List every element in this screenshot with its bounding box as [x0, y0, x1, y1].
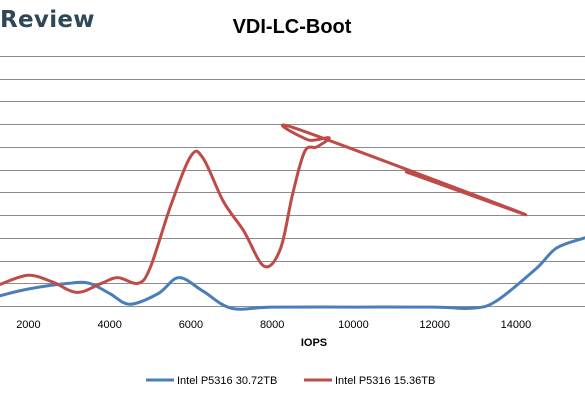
gridlines: [0, 56, 585, 307]
legend-label: Intel P5316 30.72TB: [177, 375, 277, 387]
series-line-1: [0, 236, 585, 311]
legend-label: Intel P5316 15.36TB: [335, 375, 435, 387]
plot-area: [0, 123, 585, 311]
x-tick-label: 12000: [419, 319, 450, 331]
x-tick-label: 14000: [501, 319, 532, 331]
x-tick-label: 6000: [179, 319, 203, 331]
x-tick-label: 2000: [16, 319, 40, 331]
x-tick-label: 4000: [97, 319, 121, 331]
x-axis-ticks: 2000 4000 6000 8000 10000 12000 14000: [16, 319, 531, 331]
x-tick-label: 8000: [260, 319, 284, 331]
series-line-2: [0, 123, 528, 294]
x-axis-label: IOPS: [301, 337, 327, 349]
brand-logo-text: Review: [0, 7, 95, 33]
legend: Intel P5316 30.72TB Intel P5316 15.36TB: [146, 375, 435, 387]
x-tick-label: 10000: [338, 319, 369, 331]
chart-title: VDI-LC-Boot: [233, 16, 352, 38]
